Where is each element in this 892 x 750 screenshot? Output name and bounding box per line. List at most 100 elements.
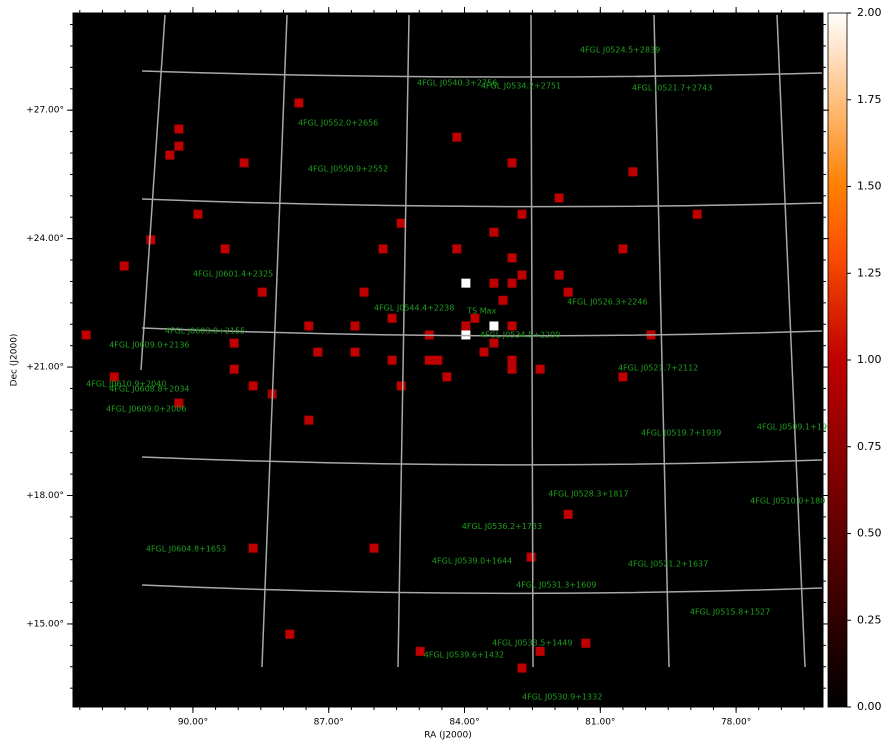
cell <box>220 244 230 254</box>
source-label: 4FGL J0533.5+1449 <box>492 639 572 648</box>
cell <box>109 372 119 382</box>
cell <box>517 663 527 673</box>
cell <box>489 278 499 288</box>
cell <box>257 287 267 297</box>
cell <box>563 509 573 519</box>
cell <box>81 330 91 340</box>
colorbar-tick-label: 0.00 <box>857 700 882 713</box>
cell <box>174 141 184 151</box>
cell <box>517 209 527 219</box>
cell <box>452 244 462 254</box>
cell <box>535 646 545 656</box>
y-tick-label: +15.00° <box>26 619 64 629</box>
source-label: 4FGL J0521.7+2743 <box>632 83 712 92</box>
cell <box>535 364 545 374</box>
x-tick-label: 81.00° <box>585 718 615 728</box>
cell <box>369 543 379 553</box>
cell <box>489 321 499 331</box>
cell <box>507 158 517 168</box>
cell <box>350 321 360 331</box>
cell <box>165 150 175 160</box>
source-label: 4FGL J0526.3+2246 <box>567 297 647 306</box>
source-label: 4FGL J0524.5+2839 <box>580 45 660 54</box>
y-tick-label: +24.00° <box>26 234 64 244</box>
cell <box>174 124 184 134</box>
cell <box>248 381 258 391</box>
cell <box>229 364 239 374</box>
source-label: TS Max <box>466 306 496 315</box>
cell <box>554 193 564 203</box>
colorbar-tick-label: 2.00 <box>857 6 882 19</box>
cell <box>294 98 304 108</box>
cell <box>304 321 314 331</box>
cell <box>507 355 517 365</box>
cell <box>618 372 628 382</box>
source-label: 4FGL J0536.2+1733 <box>462 522 542 531</box>
source-label: 4FGL J0609.0+2136 <box>109 341 189 350</box>
source-label: 4FGL J0510.0+180 <box>750 497 825 506</box>
cell <box>507 278 517 288</box>
cell <box>618 244 628 254</box>
cell <box>174 398 184 408</box>
cell <box>489 338 499 348</box>
colorbar-tick-label: 0.25 <box>857 613 882 626</box>
x-axis-label: RA (J2000) <box>424 731 472 741</box>
colorbar-tick-label: 1.50 <box>857 180 882 193</box>
cell <box>229 338 239 348</box>
cell <box>470 313 480 323</box>
cell <box>489 227 499 237</box>
cell <box>239 158 249 168</box>
cell <box>628 167 638 177</box>
x-tick-label: 87.00° <box>314 718 344 728</box>
x-tick-label: 90.00° <box>178 718 208 728</box>
colorbar-tick-label: 0.50 <box>857 527 882 540</box>
cell <box>248 543 258 553</box>
cell <box>498 295 508 305</box>
source-label: 4FGL J0608.8+2034 <box>109 384 189 393</box>
plot-background <box>73 13 823 707</box>
y-tick-label: +27.00° <box>26 106 64 116</box>
cell <box>378 244 388 254</box>
cell <box>359 287 369 297</box>
cell <box>581 638 591 648</box>
cell <box>507 321 517 331</box>
source-label: 4FGL J0603.8+2155 <box>165 327 245 336</box>
source-label: 4FGL J0604.8+1653 <box>146 545 226 554</box>
coordinate-grid <box>140 14 823 668</box>
cell <box>387 313 397 323</box>
source-label: 4FGL J0515.8+1527 <box>690 607 770 616</box>
cell <box>350 347 360 357</box>
source-label: 4FGL J0539.0+1644 <box>432 557 512 566</box>
source-label: 4FGL J0530.9+1332 <box>522 693 602 702</box>
source-label: 4FGL J0610.9+2040 <box>86 380 166 389</box>
y-tick-label: +21.00° <box>26 363 64 373</box>
colorbar-tick-label: 1.00 <box>857 353 882 366</box>
cell <box>461 278 471 288</box>
source-label: 4FGL J0540.3+2756 <box>417 79 497 88</box>
source-label: 4FGL J0552.0+2656 <box>298 119 378 128</box>
colorbar-tick-label: 1.75 <box>857 93 882 106</box>
source-label: 4FGL J0601.4+2325 <box>193 270 273 279</box>
x-tick-label: 78.00° <box>721 718 751 728</box>
cell <box>461 321 471 331</box>
cell <box>442 372 452 382</box>
cell <box>479 347 489 357</box>
source-label: 4FGL J0509.1+19 <box>757 423 827 432</box>
cell <box>387 355 397 365</box>
source-label: 4FGL J0609.0+2006 <box>106 405 186 414</box>
cell <box>452 132 462 142</box>
cell <box>396 381 406 391</box>
source-label: 4FGL J0550.9+2552 <box>308 164 388 173</box>
cell <box>304 415 314 425</box>
cell <box>396 218 406 228</box>
cell <box>146 235 156 245</box>
cell <box>424 355 434 365</box>
colorbar-tick-label: 1.25 <box>857 266 882 279</box>
x-tick-label: 84.00° <box>449 718 479 728</box>
source-label: 4FGL J0534.2+2751 <box>481 82 561 91</box>
plot-frame <box>72 12 824 708</box>
cell <box>415 646 425 656</box>
